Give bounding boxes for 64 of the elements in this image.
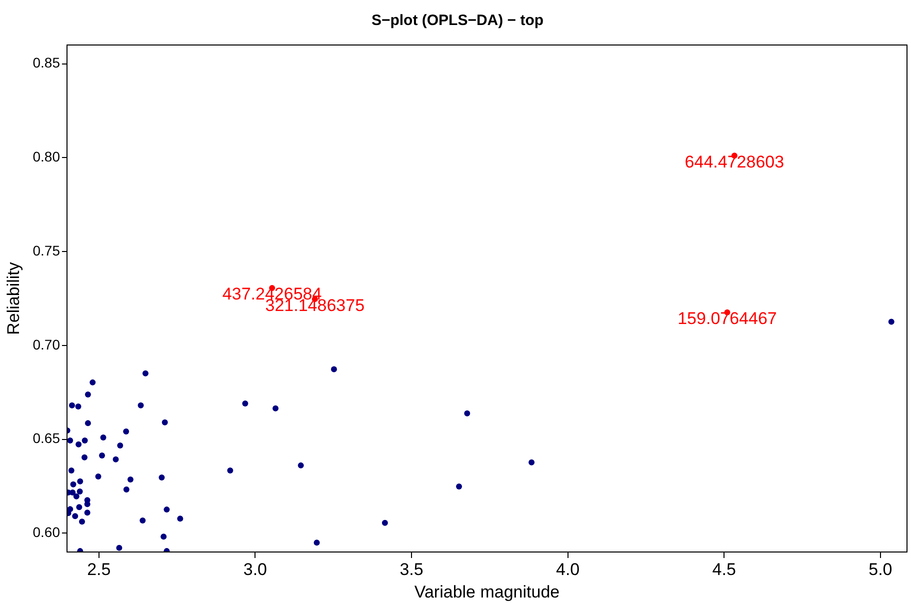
chart-title: S−plot (OPLS−DA) − top bbox=[371, 12, 544, 30]
point bbox=[84, 510, 90, 516]
point bbox=[314, 540, 320, 546]
point bbox=[123, 428, 130, 434]
point bbox=[76, 488, 83, 495]
point bbox=[162, 419, 168, 426]
point bbox=[84, 420, 91, 426]
x-tick-label: 2.5 bbox=[87, 560, 111, 579]
point bbox=[242, 400, 248, 406]
point bbox=[464, 410, 470, 416]
point bbox=[177, 516, 184, 522]
point bbox=[272, 405, 279, 412]
x-tick-label: 4.5 bbox=[712, 560, 736, 579]
point bbox=[164, 506, 170, 513]
point bbox=[158, 474, 165, 480]
point bbox=[330, 366, 337, 372]
point bbox=[227, 468, 234, 474]
point bbox=[90, 379, 96, 386]
point bbox=[528, 459, 535, 466]
x-tick-label: 3.0 bbox=[243, 560, 268, 579]
x-tick-label: 4.0 bbox=[556, 560, 580, 579]
point bbox=[117, 442, 124, 449]
point bbox=[68, 468, 74, 474]
point bbox=[79, 518, 86, 525]
point bbox=[84, 391, 91, 398]
x-tick-label: 3.5 bbox=[400, 560, 424, 579]
point bbox=[82, 454, 88, 460]
point bbox=[888, 318, 894, 325]
point bbox=[77, 478, 84, 484]
y-tick-label: 0.85 bbox=[32, 54, 60, 71]
point bbox=[72, 513, 78, 520]
x-axis-title: Variable magnitude bbox=[414, 582, 560, 602]
point bbox=[75, 403, 82, 410]
point bbox=[69, 402, 75, 408]
point bbox=[138, 402, 144, 408]
point bbox=[112, 456, 119, 462]
point bbox=[73, 493, 80, 500]
point bbox=[100, 434, 106, 440]
y-tick-label: 0.60 bbox=[32, 524, 60, 540]
point bbox=[382, 520, 388, 526]
point bbox=[76, 441, 82, 448]
point bbox=[123, 486, 130, 492]
x-tick-label: 5.0 bbox=[868, 560, 892, 579]
y-tick-label: 0.80 bbox=[32, 148, 60, 165]
point bbox=[95, 474, 102, 480]
point bbox=[127, 476, 134, 483]
y-tick-label: 0.70 bbox=[32, 336, 60, 352]
point bbox=[67, 437, 74, 444]
annotation: 644.4728603 bbox=[684, 152, 784, 172]
point bbox=[142, 370, 148, 376]
point bbox=[70, 481, 76, 488]
y-tick-label: 0.75 bbox=[32, 242, 60, 258]
point bbox=[116, 544, 122, 551]
point bbox=[140, 517, 146, 524]
y-axis-title: Reliability bbox=[4, 262, 23, 335]
point bbox=[456, 483, 462, 490]
point bbox=[298, 462, 304, 468]
point bbox=[82, 437, 88, 444]
point bbox=[99, 452, 106, 458]
point bbox=[76, 504, 82, 510]
point bbox=[160, 534, 167, 540]
point bbox=[70, 489, 76, 496]
annotation: 159.0764467 bbox=[678, 309, 777, 328]
y-tick-label: 0.65 bbox=[32, 430, 60, 446]
